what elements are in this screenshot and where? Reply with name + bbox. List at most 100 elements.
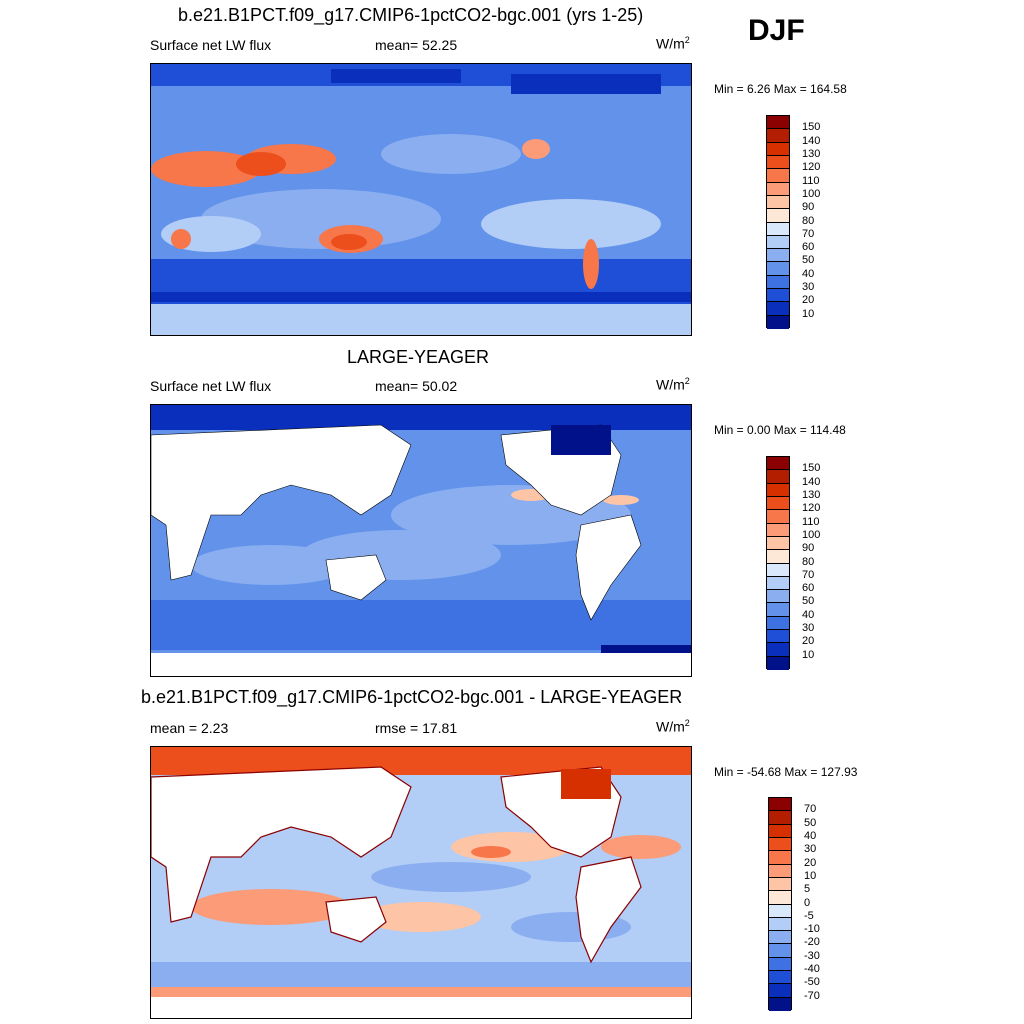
colorbar-swatch xyxy=(769,917,791,932)
colorbar-swatch xyxy=(767,656,789,670)
colorbar-swatch xyxy=(767,116,789,130)
colorbar-tick-label: 120 xyxy=(802,161,821,174)
colorbar-segments xyxy=(767,457,789,670)
colorbar-swatch xyxy=(767,483,789,497)
panel-title: b.e21.B1PCT.f09_g17.CMIP6-1pctCO2-bgc.00… xyxy=(141,687,683,707)
colorbar-swatch xyxy=(769,811,791,825)
colorbar-tick-label: 70 xyxy=(804,803,817,816)
colorbar-swatch xyxy=(769,891,791,905)
colorbar-tick-label: 10 xyxy=(804,869,817,882)
units-exponent: 2 xyxy=(684,718,690,728)
colorbar-tick-label: 110 xyxy=(802,174,820,187)
colorbar-tick-label: 40 xyxy=(802,608,815,621)
min-max-label: Min = 0.00 Max = 114.48 xyxy=(714,423,846,437)
colorbar-swatch xyxy=(767,222,789,236)
colorbar-tick-label: 10 xyxy=(802,648,815,661)
colorbar-swatch xyxy=(769,931,791,945)
colorbar-swatch xyxy=(767,249,789,263)
colorbar-swatch xyxy=(769,798,791,812)
colorbar-tick-label: 30 xyxy=(802,622,815,635)
colorbar-swatch xyxy=(767,289,789,303)
colorbar-tick-label: -70 xyxy=(804,989,820,1002)
mean-label: mean= 50.02 xyxy=(375,378,458,394)
colorbar-tick-label: -50 xyxy=(804,976,820,989)
colorbar-tick-label: 100 xyxy=(802,528,821,541)
colorbar-tick-label: -30 xyxy=(804,949,820,962)
colorbar-swatch xyxy=(767,576,789,591)
colorbar-swatch xyxy=(767,616,789,631)
colorbar-tick-label: 30 xyxy=(802,281,815,294)
colorbar-swatch xyxy=(767,590,789,604)
colorbar-tick-label: 0 xyxy=(804,896,811,909)
colorbar-swatch xyxy=(767,169,789,183)
colorbar-swatch xyxy=(769,997,791,1011)
colorbar-tick-label: -20 xyxy=(804,936,820,949)
units-base: W/m xyxy=(656,718,685,735)
variable-label: Surface net LW flux xyxy=(150,37,272,53)
colorbar-tick-label: 120 xyxy=(802,502,821,515)
colorbar-tick-label: -5 xyxy=(804,909,814,922)
flux-map xyxy=(150,63,692,336)
colorbar-tick-label: 20 xyxy=(802,294,815,307)
colorbar-swatch xyxy=(769,984,791,998)
colorbar-swatch xyxy=(767,275,789,290)
colorbar-swatch xyxy=(769,957,791,972)
colorbar-tick-label: 80 xyxy=(802,214,815,227)
flux-map xyxy=(150,404,692,677)
colorbar-swatch xyxy=(767,563,789,577)
colorbar-tick-label: 140 xyxy=(802,475,821,488)
min-max-label: Min = -54.68 Max = 127.93 xyxy=(714,765,858,779)
units-label: W/m2 xyxy=(656,718,690,735)
colorbar-tick-label: 110 xyxy=(802,515,820,528)
colorbar-tick-label: 130 xyxy=(802,147,821,160)
colorbar-swatch xyxy=(767,523,789,537)
difference-map xyxy=(150,746,692,1019)
rmse-label: rmse = 17.81 xyxy=(375,720,458,736)
colorbar-tick-label: 150 xyxy=(802,462,821,475)
colorbar-swatch xyxy=(769,851,791,865)
colorbar-tick-label: 80 xyxy=(802,555,815,568)
colorbar-tick-label: 150 xyxy=(802,121,821,134)
colorbar-swatch xyxy=(769,971,791,985)
colorbar-tick-label: 60 xyxy=(802,582,815,595)
units-label: W/m2 xyxy=(656,376,690,393)
colorbar-tick-label: 140 xyxy=(802,134,821,147)
colorbar-swatch xyxy=(767,262,789,276)
colorbar xyxy=(768,797,792,1011)
colorbar-tick-label: 50 xyxy=(802,595,815,608)
colorbar-segments xyxy=(767,116,789,329)
colorbar-tick-label: 10 xyxy=(802,307,815,320)
colorbar-swatch xyxy=(769,904,791,918)
colorbar-tick-label: 70 xyxy=(802,227,815,240)
colorbar-tick-label: 5 xyxy=(804,883,811,896)
colorbar xyxy=(766,115,790,329)
colorbar-segments xyxy=(769,798,791,1011)
season-label: DJF xyxy=(748,14,805,47)
colorbar-swatch xyxy=(769,837,791,852)
colorbar-swatch xyxy=(767,510,789,524)
colorbar-swatch xyxy=(767,155,789,170)
colorbar-swatch xyxy=(769,877,791,892)
colorbar-tick-label: 20 xyxy=(804,856,817,869)
colorbar-swatch xyxy=(767,536,789,551)
mean-label: mean = 2.23 xyxy=(150,720,229,736)
colorbar-tick-label: 90 xyxy=(802,201,815,214)
colorbar-swatch xyxy=(767,630,789,644)
mean-label: mean= 52.25 xyxy=(375,37,458,53)
colorbar-swatch xyxy=(767,603,789,617)
colorbar-swatch xyxy=(767,550,789,564)
units-base: W/m xyxy=(656,376,685,393)
colorbar-tick-label: 50 xyxy=(802,254,815,267)
colorbar-swatch xyxy=(769,824,791,838)
colorbar-swatch xyxy=(769,864,791,878)
variable-label: Surface net LW flux xyxy=(150,378,272,394)
colorbar xyxy=(766,456,790,670)
panel-title: LARGE-YEAGER xyxy=(347,347,490,367)
colorbar-tick-label: 50 xyxy=(804,816,817,829)
colorbar-tick-label: 20 xyxy=(802,635,815,648)
colorbar-swatch xyxy=(767,470,789,484)
units-base: W/m xyxy=(656,35,685,52)
colorbar-swatch xyxy=(767,182,789,196)
units-label: W/m2 xyxy=(656,35,690,52)
colorbar-tick-label: 130 xyxy=(802,488,821,501)
